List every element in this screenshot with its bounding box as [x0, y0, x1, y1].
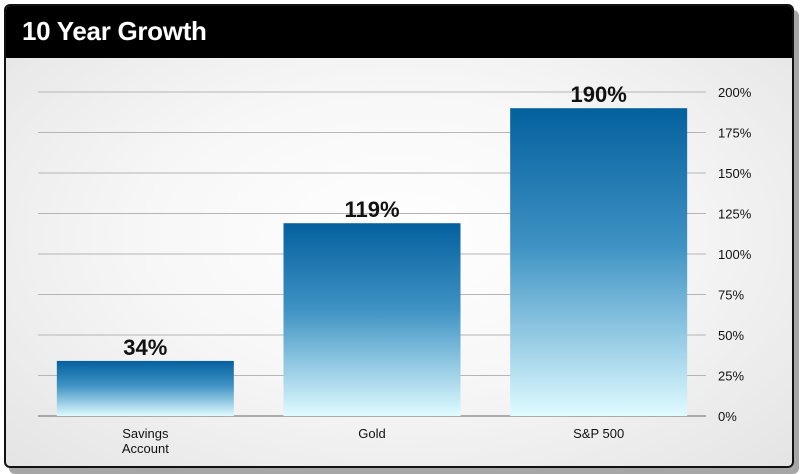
category-label: S&P 500 [573, 426, 624, 441]
data-label: 34% [123, 335, 167, 360]
y-tick-label: 75% [718, 288, 744, 303]
y-tick-label: 200% [718, 85, 752, 100]
y-tick-label: 150% [718, 166, 752, 181]
data-labels: 34% 119% 190% [123, 82, 626, 360]
bar [56, 360, 234, 416]
category-label: Account [122, 441, 169, 456]
chart-card: 10 Year Growth 0% 25% 50% 75% 100% 125% 150% 17… [4, 4, 794, 468]
y-tick-label: 100% [718, 247, 752, 262]
data-label: 190% [571, 82, 627, 107]
y-tick-label: 25% [718, 369, 744, 384]
y-tick-label: 0% [718, 409, 737, 424]
y-tick-label: 50% [718, 328, 744, 343]
chart-title: 10 Year Growth [22, 16, 207, 46]
y-tick-label: 175% [718, 126, 752, 141]
bar [283, 223, 461, 416]
data-label: 119% [344, 197, 399, 222]
y-axis-ticks: 0% 25% 50% 75% 100% 125% 150% 175% 200% [718, 85, 752, 424]
category-label: Gold [358, 426, 385, 441]
y-tick-label: 125% [718, 207, 752, 222]
bar-chart: 0% 25% 50% 75% 100% 125% 150% 175% 200% SavingsA… [38, 82, 752, 456]
category-label: Savings [122, 426, 169, 441]
bars [56, 108, 688, 416]
title-bar: 10 Year Growth [6, 6, 792, 58]
bar [510, 108, 688, 416]
